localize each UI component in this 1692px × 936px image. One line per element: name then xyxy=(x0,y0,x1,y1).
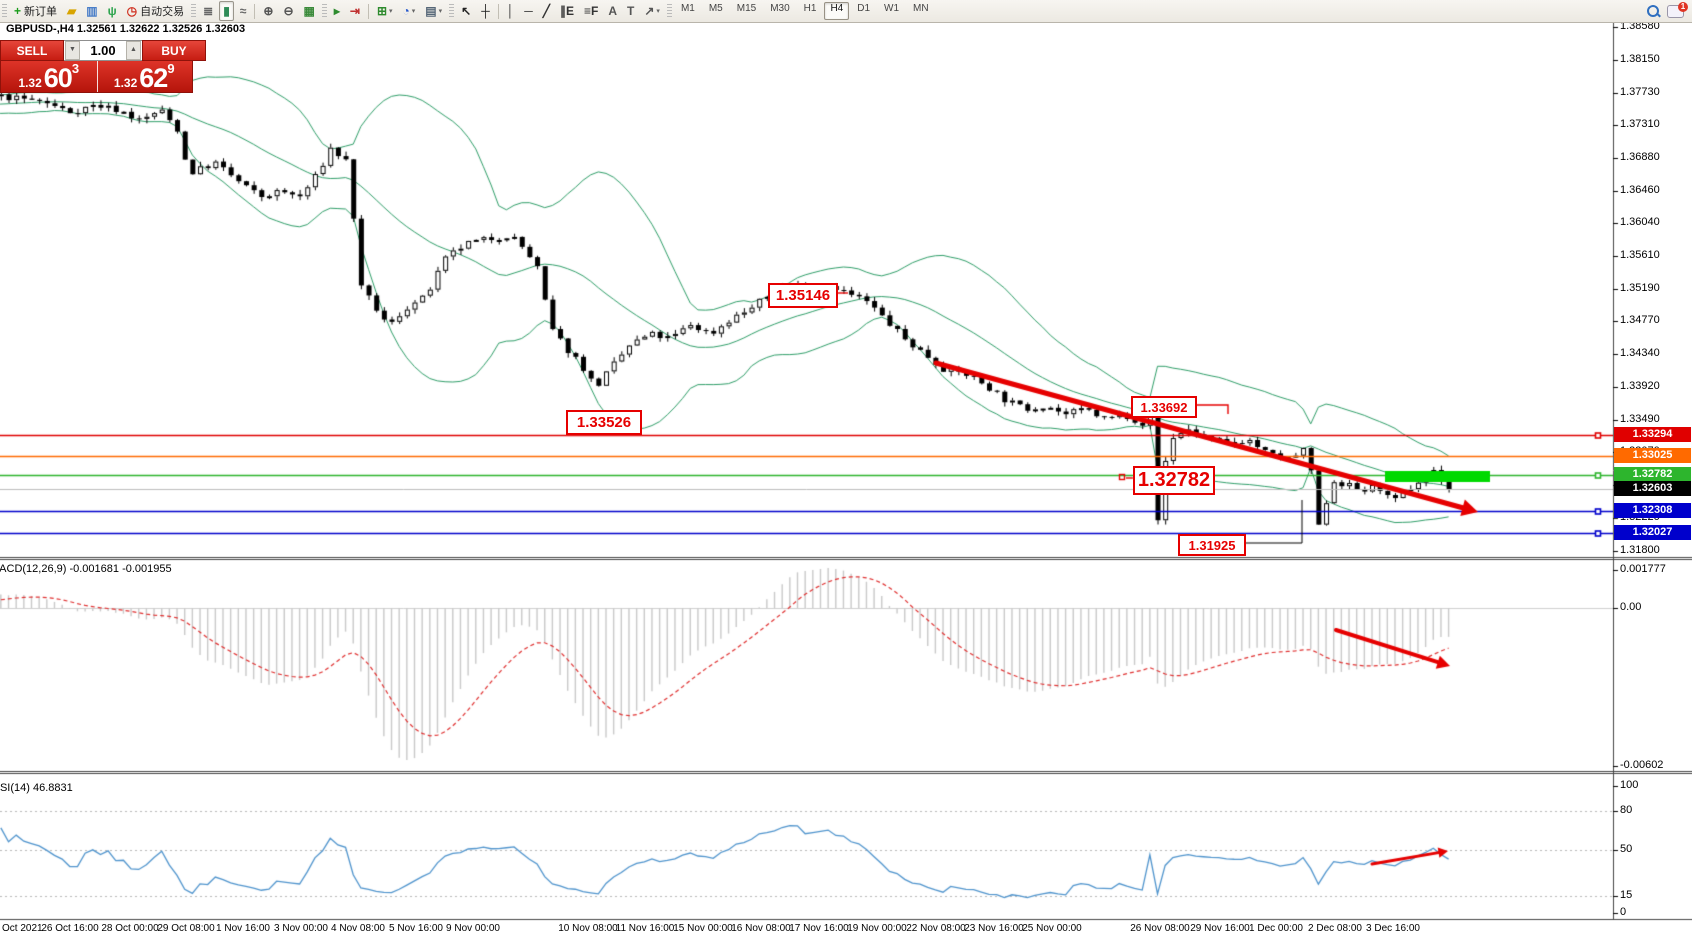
timeframe-d1-button[interactable]: D1 xyxy=(857,3,871,14)
auto-scroll-icon: ▸ xyxy=(333,4,340,18)
bar-chart-button[interactable]: ≣ xyxy=(199,1,217,21)
timeframe-m5-button[interactable]: M5 xyxy=(708,3,723,14)
volume-decrease-button[interactable]: ▼ xyxy=(65,41,80,60)
volume-increase-button[interactable]: ▲ xyxy=(126,41,141,60)
bar-chart-icon: ≣ xyxy=(203,4,214,18)
vertical-line-icon: │ xyxy=(506,4,515,18)
buy-button[interactable]: BUY xyxy=(142,40,206,61)
gold-icon-icon: ▰ xyxy=(67,4,77,18)
signals-icon[interactable]: ψ xyxy=(104,1,121,21)
arrows-tool-icon: ↗ xyxy=(644,4,655,18)
templates-icon: ▤ xyxy=(425,4,437,18)
chart-shift-button[interactable]: ⇥ xyxy=(346,1,364,21)
market-watch-icon-icon: ▥ xyxy=(86,4,98,18)
ohlc-values: 1.32561 1.32622 1.32526 1.32603 xyxy=(76,23,246,35)
equidistant-channel-icon: ∥E xyxy=(559,4,574,18)
one-click-trading-panel: SELL ▼ ▲ BUY 1.32 60 3 1.32 62 9 xyxy=(0,40,206,93)
chat-notification-button[interactable]: 1 xyxy=(1667,1,1688,18)
symbol-period-label: GBPUSD-,H4 xyxy=(6,23,74,35)
text-label-button[interactable]: T xyxy=(623,1,638,21)
timeframe-mn-button[interactable]: MN xyxy=(913,3,929,14)
tile-windows-button[interactable]: ▦ xyxy=(300,1,319,21)
trendline-icon: ╱ xyxy=(542,4,550,18)
timeframe-w1-button[interactable]: W1 xyxy=(884,3,900,14)
crosshair-icon: ┼ xyxy=(481,4,490,18)
zoom-out-icon: ⊖ xyxy=(283,4,294,18)
toolbar-grip xyxy=(2,4,7,18)
new-order-button[interactable]: + 新订单 xyxy=(10,1,61,21)
text-label-icon: T xyxy=(627,4,635,18)
bid-price[interactable]: 1.32 60 3 xyxy=(18,61,80,93)
trendline-button[interactable]: ╱ xyxy=(539,1,554,21)
chevron-down-icon[interactable]: ▾ xyxy=(438,8,443,15)
zoom-in-button[interactable]: ⊕ xyxy=(259,1,277,21)
new-order-button-label: 新订单 xyxy=(24,6,58,18)
candlestick-chart-button[interactable]: ▮ xyxy=(219,1,234,21)
indicators-button[interactable]: ⊞ ▾ xyxy=(373,1,397,21)
notification-badge: 1 xyxy=(1678,1,1688,12)
line-chart-icon: ≈ xyxy=(239,4,247,18)
auto-trading-button[interactable]: ◷ 自动交易 xyxy=(123,1,188,21)
chevron-down-icon[interactable]: ▾ xyxy=(389,8,393,15)
toolbar-grip xyxy=(449,4,455,18)
line-chart-button[interactable]: ≈ xyxy=(236,1,251,21)
fibonacci-button[interactable]: ≡F xyxy=(580,1,602,21)
fibonacci-icon: ≡F xyxy=(584,4,599,18)
crosshair-button[interactable]: ┼ xyxy=(477,1,494,21)
periods-button[interactable]: ◔ ▾ xyxy=(399,1,420,21)
horizontal-line-button[interactable]: ─ xyxy=(520,1,537,21)
equidistant-channel-button[interactable]: ∥E xyxy=(556,1,578,21)
text-button[interactable]: A xyxy=(604,1,621,21)
arrows-tool-button[interactable]: ↗ ▾ xyxy=(640,1,664,21)
timeframe-m30-button[interactable]: M30 xyxy=(770,3,790,14)
zoom-out-button[interactable]: ⊖ xyxy=(279,1,297,21)
signals-icon-icon: ψ xyxy=(107,4,117,18)
cursor-button[interactable]: ↖ xyxy=(457,1,475,21)
toolbar-grip xyxy=(191,4,197,18)
market-watch-icon[interactable]: ▥ xyxy=(82,1,101,21)
indicators-icon: ⊞ xyxy=(376,4,388,18)
toolbar-separator xyxy=(497,3,499,19)
new-order-icon: + xyxy=(14,4,22,18)
chart-ohlc-strip: GBPUSD-,H4 1.32561 1.32622 1.32526 1.326… xyxy=(3,23,249,35)
cursor-icon: ↖ xyxy=(461,4,472,18)
vertical-line-button[interactable]: │ xyxy=(503,1,519,21)
sell-button[interactable]: SELL xyxy=(0,40,64,61)
toolbar-separator xyxy=(254,3,256,19)
timeframe-m15-button[interactable]: M15 xyxy=(736,3,757,14)
candlestick-chart-icon: ▮ xyxy=(223,4,230,18)
tile-windows-icon: ▦ xyxy=(303,4,315,18)
price-divider xyxy=(96,61,98,92)
periods-icon: ◔ xyxy=(402,4,410,18)
gold-icon[interactable]: ▰ xyxy=(63,1,80,21)
text-icon: A xyxy=(608,4,618,18)
timeframe-m1-button[interactable]: M1 xyxy=(680,3,695,14)
auto-scroll-button[interactable]: ▸ xyxy=(330,1,344,21)
toolbar-grip xyxy=(666,4,672,18)
volume-stepper: ▼ ▲ xyxy=(64,40,142,61)
toolbar-grip xyxy=(321,4,327,18)
chart-shift-icon: ⇥ xyxy=(349,4,360,18)
auto-trading-icon: ◷ xyxy=(126,4,138,18)
chevron-down-icon[interactable]: ▾ xyxy=(656,8,660,15)
auto-trading-button-label: 自动交易 xyxy=(140,6,185,18)
zoom-in-icon: ⊕ xyxy=(263,4,274,18)
search-icon[interactable] xyxy=(1647,5,1659,17)
chevron-down-icon[interactable]: ▾ xyxy=(411,8,416,15)
horizontal-line-icon: ─ xyxy=(524,4,533,18)
volume-input[interactable] xyxy=(81,42,125,59)
toolbar-separator xyxy=(367,3,369,19)
templates-button[interactable]: ▤ ▾ xyxy=(421,1,446,21)
main-toolbar: + 新订单 ▰ ▥ ψ ◷ 自动交易 ≣ ▮ ≈ ⊕ ⊖ ▦ ▸ ⇥ ⊞ ▾ ◔ ▾ ▤ ▾ ↖ ┼ │ ─ ╱ ∥E ≡F A T ↗ ▾ M… xyxy=(0,0,1692,23)
timeframe-h4-button[interactable]: H4 xyxy=(824,2,850,20)
bid-ask-display[interactable]: 1.32 60 3 1.32 62 9 xyxy=(0,61,193,93)
ask-price[interactable]: 1.32 62 9 xyxy=(113,61,175,93)
timeframe-h1-button[interactable]: H1 xyxy=(803,3,817,14)
